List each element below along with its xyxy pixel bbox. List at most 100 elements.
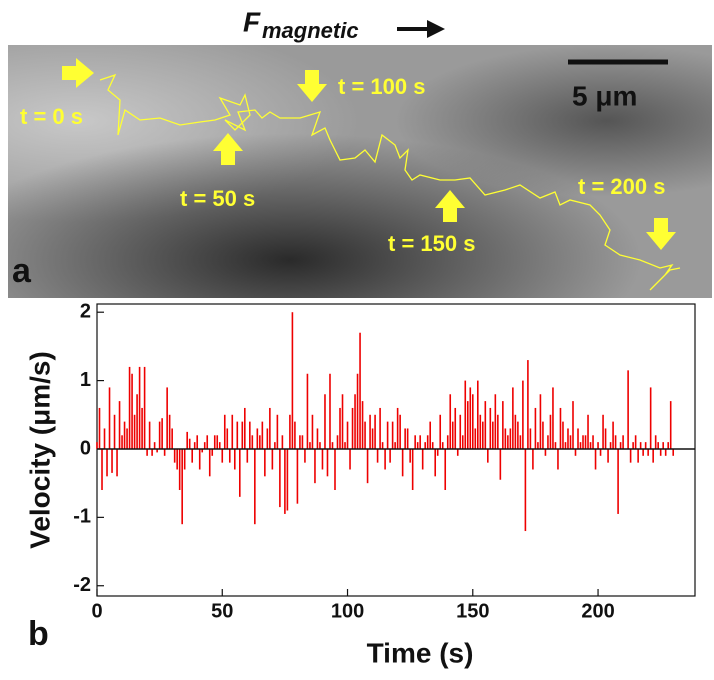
bar bbox=[529, 428, 532, 449]
bar bbox=[316, 428, 319, 449]
bar bbox=[414, 435, 416, 449]
bar bbox=[259, 435, 261, 449]
bar bbox=[96, 442, 98, 449]
bar bbox=[507, 435, 509, 449]
bar bbox=[276, 414, 279, 449]
bar bbox=[572, 401, 574, 449]
bar bbox=[244, 407, 246, 449]
bar bbox=[609, 442, 612, 449]
bar bbox=[649, 387, 652, 449]
bar bbox=[121, 435, 123, 449]
bar bbox=[113, 414, 116, 449]
bar bbox=[369, 414, 371, 449]
bar bbox=[514, 414, 517, 449]
y-tick-label: 2 bbox=[80, 300, 91, 322]
x-tick-label: 0 bbox=[91, 600, 102, 622]
micrograph-shadow bbox=[8, 45, 712, 298]
bar bbox=[672, 448, 675, 456]
bar bbox=[281, 435, 284, 449]
bar bbox=[176, 448, 178, 470]
bar bbox=[246, 448, 249, 463]
bar bbox=[474, 428, 477, 449]
bar bbox=[524, 448, 527, 532]
bar bbox=[309, 442, 311, 449]
bar bbox=[374, 414, 376, 449]
panel-label: a bbox=[12, 252, 32, 290]
x-tick-label: 50 bbox=[211, 600, 233, 622]
bar bbox=[617, 448, 619, 514]
bar bbox=[346, 421, 349, 449]
bar bbox=[241, 421, 244, 449]
bar bbox=[584, 435, 587, 449]
bar bbox=[289, 414, 291, 449]
bar bbox=[331, 442, 334, 449]
bar bbox=[614, 435, 617, 449]
bar bbox=[482, 421, 484, 449]
bar bbox=[351, 407, 354, 449]
bar bbox=[106, 448, 108, 477]
bar bbox=[228, 448, 231, 463]
bar bbox=[464, 380, 467, 449]
force-label: F bbox=[243, 6, 261, 37]
bar bbox=[642, 448, 644, 456]
arrow bbox=[213, 133, 243, 165]
bar bbox=[143, 366, 146, 449]
bar bbox=[98, 407, 101, 449]
bar bbox=[221, 448, 224, 463]
bar bbox=[604, 428, 607, 449]
bar bbox=[101, 448, 103, 491]
bar bbox=[319, 442, 321, 449]
bar bbox=[459, 414, 462, 449]
time-label: t = 100 s bbox=[338, 74, 425, 99]
bar bbox=[587, 414, 589, 449]
bar bbox=[339, 407, 341, 449]
bar bbox=[208, 448, 211, 477]
bar bbox=[589, 442, 592, 449]
bar bbox=[136, 394, 138, 449]
panel-label: b bbox=[28, 615, 49, 653]
bar bbox=[223, 414, 226, 449]
trajectory bbox=[99, 73, 681, 291]
bar bbox=[271, 448, 274, 470]
bar bbox=[274, 442, 276, 449]
time-label: t = 200 s bbox=[578, 174, 665, 199]
bar bbox=[349, 448, 351, 470]
bar bbox=[389, 448, 391, 463]
bar bbox=[426, 435, 429, 449]
bar bbox=[406, 428, 409, 449]
bar bbox=[251, 435, 254, 449]
bar bbox=[647, 448, 649, 456]
bar bbox=[637, 448, 639, 463]
bar bbox=[401, 448, 404, 477]
bar bbox=[559, 407, 562, 449]
bar bbox=[171, 428, 173, 449]
bar bbox=[284, 448, 286, 514]
x-tick-label: 100 bbox=[331, 600, 364, 622]
bar bbox=[634, 435, 637, 449]
bar bbox=[436, 448, 439, 456]
bar bbox=[371, 428, 374, 449]
bar bbox=[131, 373, 133, 449]
bar bbox=[544, 448, 547, 456]
x-axis-label: Time (s) bbox=[367, 637, 474, 668]
bar bbox=[256, 428, 259, 449]
bar bbox=[158, 421, 161, 449]
bar bbox=[201, 448, 204, 453]
bar bbox=[186, 431, 188, 449]
bar bbox=[446, 435, 449, 449]
bar bbox=[519, 435, 522, 449]
bar bbox=[103, 428, 106, 449]
bar bbox=[334, 448, 336, 491]
bar bbox=[111, 448, 113, 473]
bar bbox=[291, 312, 294, 449]
bar bbox=[326, 448, 329, 477]
bar bbox=[456, 448, 459, 456]
bar bbox=[499, 448, 502, 480]
bar bbox=[366, 448, 369, 484]
bar bbox=[434, 448, 437, 477]
bar bbox=[188, 438, 191, 449]
y-tick-label: 0 bbox=[80, 437, 91, 459]
x-tick-label: 200 bbox=[581, 600, 614, 622]
bar bbox=[279, 448, 281, 508]
